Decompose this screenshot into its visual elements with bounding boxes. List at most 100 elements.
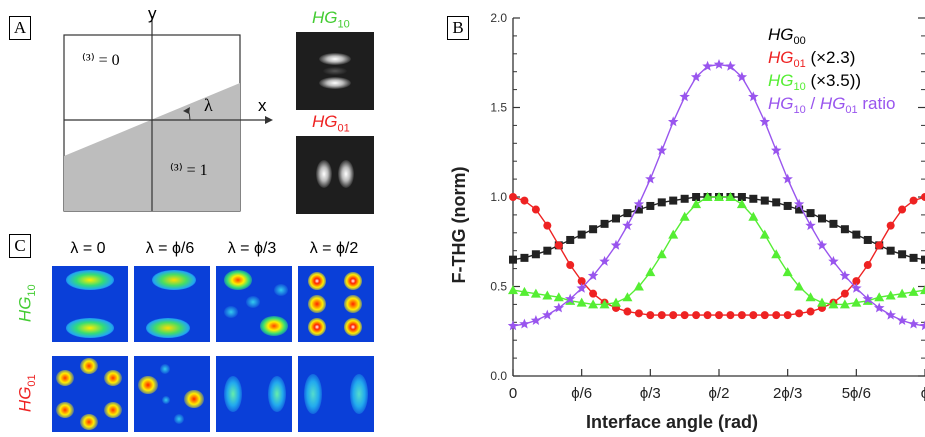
data-point [599, 255, 610, 266]
data-point [656, 249, 667, 259]
series-line [512, 196, 925, 306]
sim-image-hg01-60 [216, 356, 292, 432]
row-label-hg10: HG10 [15, 284, 39, 323]
data-point [587, 270, 599, 281]
data-point [829, 219, 838, 228]
chi3-one-label: ⁽³⁾ = 1 [170, 162, 208, 179]
data-point [725, 192, 736, 201]
chi3-zero-label: ⁽³⁾ = 0 [82, 52, 120, 69]
data-point [772, 198, 781, 207]
data-point [748, 211, 759, 221]
data-point [795, 205, 804, 214]
data-point [759, 116, 770, 127]
data-point [886, 246, 895, 255]
data-point [885, 309, 896, 320]
data-point [851, 282, 862, 293]
data-point [622, 292, 633, 302]
chart-axes: 0.0 0.5 1.0 1.5 2.0 0 ϕ/6 ϕ/3 ϕ/2 2ϕ/3 5ϕ/6 ϕ [490, 11, 925, 402]
data-point [725, 60, 736, 71]
data-point [816, 239, 828, 250]
y-tick-label: 0.5 [490, 280, 507, 294]
data-point [897, 288, 908, 298]
data-point [542, 309, 553, 320]
data-point [748, 91, 759, 102]
column-label: λ = ϕ/2 [309, 240, 359, 257]
data-point [576, 297, 587, 307]
column-label: λ = ϕ/6 [145, 240, 195, 257]
data-point [702, 192, 713, 201]
data-point [542, 290, 553, 300]
data-point [875, 241, 884, 250]
data-point [885, 290, 896, 300]
data-point [600, 219, 609, 228]
angle-arrowhead [183, 107, 190, 114]
data-point [646, 311, 655, 320]
data-point [530, 288, 541, 298]
x-tick-label: ϕ [921, 385, 925, 402]
data-point [588, 299, 599, 309]
data-point [759, 229, 770, 239]
data-point [668, 116, 679, 127]
hg10-beam-image [296, 32, 374, 110]
data-point [805, 292, 816, 302]
data-point [851, 297, 862, 307]
data-point [896, 315, 908, 325]
data-point [909, 196, 918, 205]
chart-series [507, 59, 925, 331]
data-point [611, 297, 621, 307]
data-point [909, 253, 918, 262]
data-point [691, 199, 702, 209]
data-point [690, 71, 702, 82]
data-point [771, 249, 782, 259]
data-point [760, 196, 769, 205]
data-point [793, 198, 805, 209]
data-point [623, 307, 632, 316]
data-point [508, 285, 518, 295]
data-point [863, 235, 872, 244]
data-point [530, 315, 542, 325]
data-point [713, 59, 725, 69]
data-point [680, 194, 689, 203]
data-point [714, 192, 724, 201]
series-0 [509, 193, 925, 264]
data-point [886, 221, 895, 230]
mode-hg01-label: HG01 [312, 112, 350, 135]
data-point [669, 311, 678, 320]
column-label: λ = 0 [70, 240, 106, 257]
fthg-chart: 0.00.51.01.52.00ϕ/6ϕ/3ϕ/22ϕ/35ϕ/6ϕ HG00H… [449, 11, 925, 432]
data-point [760, 311, 769, 320]
y-axis-title: F-THG (norm) [449, 167, 469, 284]
data-point [715, 311, 723, 320]
data-point [806, 307, 815, 316]
axis-x-label: x [258, 96, 267, 115]
sim-image-hg01-90 [298, 356, 374, 432]
sim-image-hg01-0 [52, 356, 128, 432]
data-point [669, 196, 678, 205]
data-point [852, 230, 861, 239]
data-point [519, 286, 530, 296]
sim-image-hg10-0 [52, 266, 128, 342]
x-tick-label: 0 [509, 385, 517, 402]
data-point [507, 320, 519, 331]
data-point [794, 281, 805, 291]
data-point [509, 193, 517, 201]
data-point [828, 299, 839, 309]
sim-image-hg10-90 [298, 266, 374, 342]
row-label-hg01: HG01 [15, 374, 39, 413]
data-point [737, 311, 746, 320]
data-point [657, 198, 666, 207]
mode-hg10-label: HG10 [312, 8, 350, 31]
panel-c-letter: C [9, 234, 31, 258]
data-point [749, 194, 758, 203]
data-point [543, 221, 552, 230]
x-tick-label: ϕ/3 [640, 385, 661, 402]
data-point [543, 246, 552, 255]
data-point [645, 173, 656, 184]
data-point [657, 311, 666, 320]
data-point [783, 201, 792, 210]
data-point [645, 267, 656, 277]
sim-image-hg10-30 [134, 266, 210, 342]
x-axis-arrow [265, 116, 273, 124]
legend-entry: HG01 (×2.3) [768, 48, 855, 70]
